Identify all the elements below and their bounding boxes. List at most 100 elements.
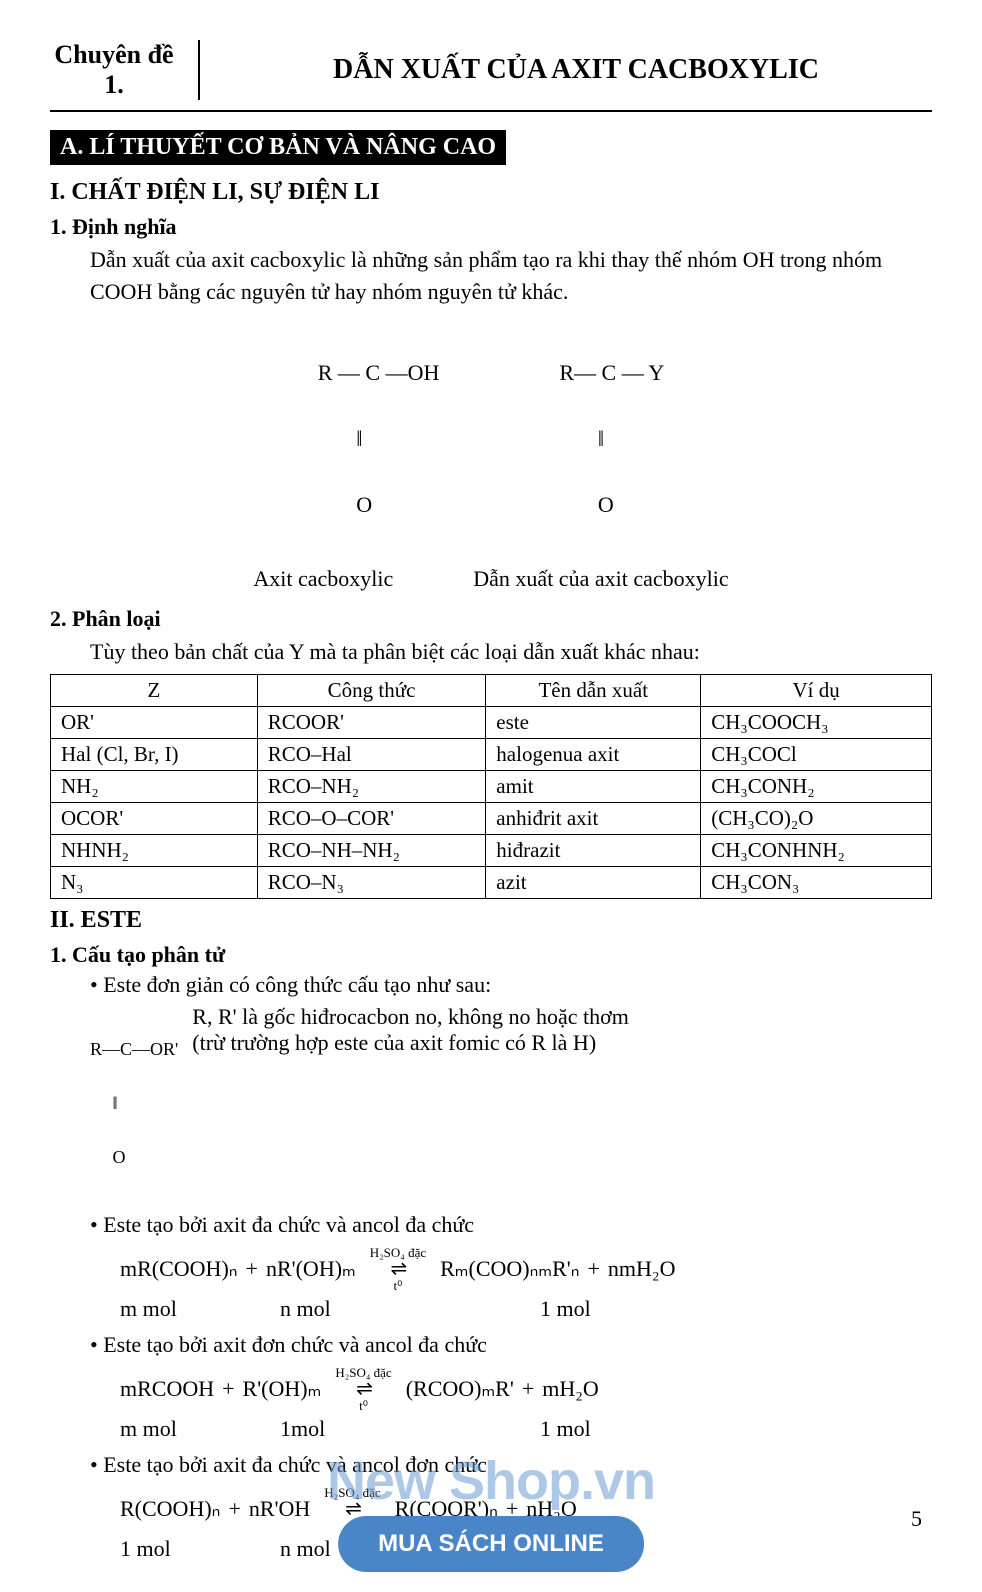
table-cell: CH₃CONHNH₂: [701, 834, 932, 866]
chapter-title: DẪN XUẤT CỦA AXIT CACBOXYLIC: [220, 54, 932, 86]
derivatives-table: Z Công thức Tên dẫn xuất Ví dụ OR'RCOOR'…: [50, 674, 932, 899]
table-row: NH₂RCO–NH₂amitCH₃CONH₂: [51, 770, 932, 802]
eq3-rhs2: mH₂O: [542, 1376, 599, 1402]
bullet-3: • Este tạo bởi axit đơn chức và ancol đa…: [50, 1332, 932, 1358]
este-struct-l1: R—C—OR': [90, 1040, 178, 1058]
table-cell: este: [486, 706, 701, 738]
formula-left-l1: R — C —OH: [318, 362, 440, 384]
table-cell: azit: [486, 866, 701, 898]
section-a-heading: A. LÍ THUYẾT CƠ BẢN VÀ NÂNG CAO: [50, 130, 506, 165]
este-struct: R—C—OR' ‖ O: [90, 1004, 178, 1202]
eq3-mol2: 1mol: [280, 1416, 540, 1442]
buy-online-button[interactable]: MUA SÁCH ONLINE: [338, 1516, 644, 1572]
eq3-lhs2: R'(OH)ₘ: [243, 1376, 322, 1402]
th-3: Ví dụ: [701, 674, 932, 706]
table-cell: RCO–Hal: [257, 738, 486, 770]
formula-label-left: Axit cacboxylic: [253, 566, 393, 592]
table-header-row: Z Công thức Tên dẫn xuất Ví dụ: [51, 674, 932, 706]
table-cell: anhiđrit axit: [486, 802, 701, 834]
eq3-lhs1: mRCOOH: [120, 1376, 214, 1402]
este-struct-l2: ‖: [90, 1094, 178, 1112]
th-0: Z: [51, 674, 258, 706]
eq2-mol1: m mol: [120, 1296, 280, 1322]
formula-left: R — C —OH ‖ O: [318, 318, 440, 560]
mol-row-3: m mol 1mol 1 mol: [50, 1416, 932, 1442]
section-ii-heading: II. ESTE: [50, 907, 932, 934]
table-cell: OR': [51, 706, 258, 738]
eq2-lhs1: mR(COOH)ₙ: [120, 1256, 238, 1282]
eq2-mol3: 1 mol: [540, 1296, 591, 1322]
table-cell: NHNH₂: [51, 834, 258, 866]
sub2-heading: 2. Phân loại: [50, 606, 932, 632]
watermark-logo: New Shop.vn: [327, 1450, 655, 1512]
chapter-label-line2: 1.: [50, 70, 178, 100]
arrow-top: H₂SO₄ đặc: [335, 1366, 391, 1379]
table-cell: RCO–N₃: [257, 866, 486, 898]
table-row: Hal (Cl, Br, I)RCO–Halhalogenua axitCH₃C…: [51, 738, 932, 770]
formula-labels: Axit cacboxylic Dẫn xuất của axit cacbox…: [50, 566, 932, 592]
table-row: NHNH₂RCO–NH–NH₂hiđrazitCH₃CONHNH₂: [51, 834, 932, 866]
equation-2: mR(COOH)ₙ + nR'(OH)ₘ H₂SO₄ đặc ⇌ t⁰ Rₘ(C…: [50, 1246, 932, 1292]
mol-row-2: m mol n mol 1 mol: [50, 1296, 932, 1322]
este-struct-row: R—C—OR' ‖ O R, R' là gốc hiđrocacbon no,…: [50, 1004, 932, 1202]
eq2-rhs2: nmH₂O: [608, 1256, 676, 1282]
arrow-icon: ⇌: [391, 1259, 406, 1279]
formula-right-l2: ‖: [559, 428, 664, 450]
este-desc-l1: R, R' là gốc hiđrocacbon no, không no ho…: [192, 1004, 629, 1030]
table-cell: RCO–NH₂: [257, 770, 486, 802]
ii-sub1-heading: 1. Cấu tạo phân tử: [50, 942, 932, 968]
sub1-text: Dẫn xuất của axit cacboxylic là những sả…: [50, 244, 932, 308]
este-struct-desc: R, R' là gốc hiđrocacbon no, không no ho…: [192, 1004, 629, 1056]
page-number: 5: [911, 1506, 922, 1532]
bullet-2: • Este tạo bởi axit đa chức và ancol đa …: [50, 1212, 932, 1238]
arrow-bot: t⁰: [394, 1279, 403, 1292]
table-cell: RCO–O–COR': [257, 802, 486, 834]
page-header: Chuyên đề 1. DẪN XUẤT CỦA AXIT CACBOXYLI…: [50, 40, 932, 112]
table-cell: CH₃COCl: [701, 738, 932, 770]
section-i-heading: I. CHẤT ĐIỆN LI, SỰ ĐIỆN LI: [50, 179, 932, 206]
table-row: N₃RCO–N₃azitCH₃CON₃: [51, 866, 932, 898]
formula-left-l2: ‖: [318, 428, 440, 450]
este-desc-l2: (trừ trường hợp este của axit fomic có R…: [192, 1030, 629, 1056]
formula-right: R— C — Y ‖ O: [559, 318, 664, 560]
eq3-mol1: m mol: [120, 1416, 280, 1442]
table-row: OR'RCOOR'esteCH₃COOCH₃: [51, 706, 932, 738]
chapter-label: Chuyên đề 1.: [50, 40, 200, 100]
eq3-mol3: 1 mol: [540, 1416, 591, 1442]
table-cell: hiđrazit: [486, 834, 701, 866]
table-cell: N₃: [51, 866, 258, 898]
este-struct-l3: O: [90, 1148, 178, 1166]
table-cell: RCO–NH–NH₂: [257, 834, 486, 866]
eq2-lhs2: nR'(OH)ₘ: [266, 1256, 356, 1282]
sub1-heading: 1. Định nghĩa: [50, 214, 932, 240]
eq3-rhs1: (RCOO)ₘR': [406, 1376, 514, 1402]
arrow-icon: ⇌: [356, 1379, 371, 1399]
table-cell: RCOOR': [257, 706, 486, 738]
eq2-mol2: n mol: [280, 1296, 540, 1322]
formula-right-l3: O: [559, 494, 664, 516]
arrow-top: H₂SO₄ đặc: [370, 1246, 426, 1259]
th-1: Công thức: [257, 674, 486, 706]
table-cell: NH₂: [51, 770, 258, 802]
table-cell: CH₃CON₃: [701, 866, 932, 898]
th-2: Tên dẫn xuất: [486, 674, 701, 706]
eq2-rhs1: Rₘ(COO)ₙₘR'ₙ: [440, 1256, 579, 1282]
bullet-1: • Este đơn giản có công thức cấu tạo như…: [50, 972, 932, 998]
formula-label-right: Dẫn xuất của axit cacboxylic: [473, 566, 728, 592]
table-cell: CH₃COOCH₃: [701, 706, 932, 738]
formula-structures: R — C —OH ‖ O R— C — Y ‖ O: [50, 318, 932, 560]
reaction-arrow: H₂SO₄ đặc ⇌ t⁰: [370, 1246, 426, 1292]
reaction-arrow: H₂SO₄ đặc ⇌ t⁰: [335, 1366, 391, 1412]
formula-left-l3: O: [318, 494, 440, 516]
table-cell: CH₃CONH₂: [701, 770, 932, 802]
table-cell: amit: [486, 770, 701, 802]
sub2-text: Tùy theo bản chất của Y mà ta phân biệt …: [50, 636, 932, 668]
table-cell: halogenua axit: [486, 738, 701, 770]
chapter-label-line1: Chuyên đề: [50, 40, 178, 70]
table-cell: Hal (Cl, Br, I): [51, 738, 258, 770]
table-cell: OCOR': [51, 802, 258, 834]
eq4-mol1: 1 mol: [120, 1536, 280, 1562]
table-cell: (CH₃CO)₂O: [701, 802, 932, 834]
formula-right-l1: R— C — Y: [559, 362, 664, 384]
equation-3: mRCOOH + R'(OH)ₘ H₂SO₄ đặc ⇌ t⁰ (RCOO)ₘR…: [50, 1366, 932, 1412]
